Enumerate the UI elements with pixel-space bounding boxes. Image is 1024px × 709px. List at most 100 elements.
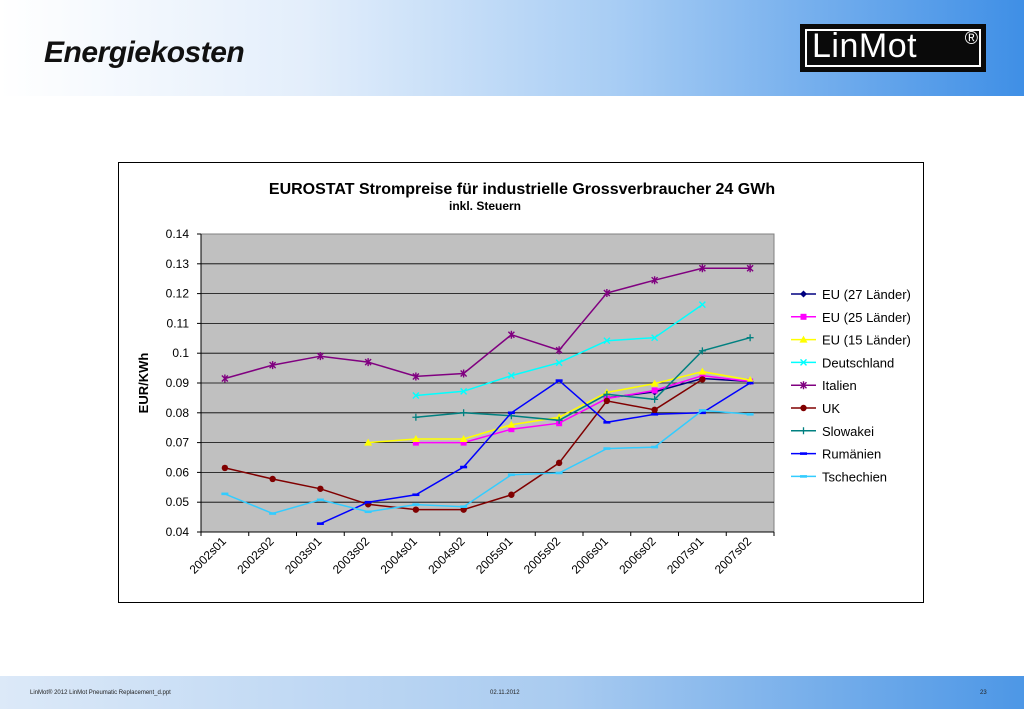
x-tick-label: 2007s01 <box>664 534 707 577</box>
slide-title: Energiekosten <box>44 36 245 69</box>
x-tick-label: 2002s01 <box>187 534 230 577</box>
data-point-uk <box>699 376 706 383</box>
data-point-eu-15-l-nder <box>746 376 755 384</box>
data-point-slowakei <box>460 409 468 417</box>
data-point-italien <box>412 372 420 381</box>
legend-marker <box>800 452 807 455</box>
data-point-slowakei <box>698 347 706 355</box>
data-point-tschechien <box>507 473 515 477</box>
legend-marker <box>799 335 808 343</box>
data-point-slowakei <box>603 390 611 398</box>
data-point-rum-nien <box>316 522 324 525</box>
footer-date: 02.11.2012 <box>490 690 520 696</box>
data-point-italien <box>651 276 659 285</box>
data-point-tschechien <box>698 409 706 412</box>
chart-subtitle: inkl. Steuern <box>449 199 521 213</box>
legend-label: EU (25 Länder) <box>822 310 911 325</box>
x-tick-label: 2005s02 <box>521 534 564 577</box>
x-tick-label: 2005s01 <box>473 534 516 577</box>
data-point-uk <box>460 506 467 513</box>
data-point-tschechien <box>603 447 611 450</box>
line-chart: EUROSTAT Strompreise für industrielle Gr… <box>136 181 911 577</box>
data-point-slowakei <box>746 334 754 342</box>
y-axis-label: EUR/KWh <box>136 353 151 414</box>
footer-page-number: 23 <box>980 690 987 696</box>
legend-label: EU (15 Länder) <box>822 333 911 348</box>
x-tick-label: 2006s01 <box>569 534 612 577</box>
data-point-rum-nien <box>698 411 706 415</box>
slide-header: Energiekosten LinMot ® <box>0 0 1024 96</box>
data-point-eu-15-l-nder <box>411 435 420 443</box>
y-tick-label: 0.08 <box>166 406 190 420</box>
data-point-deutschland <box>412 392 420 400</box>
data-point-tschechien <box>269 512 277 515</box>
data-point-tschechien <box>412 503 420 506</box>
data-point-eu-15-l-nder <box>650 379 659 387</box>
legend-label: Italien <box>822 378 857 393</box>
y-tick-label: 0.13 <box>166 257 190 271</box>
y-tick-label: 0.04 <box>166 525 190 539</box>
data-point-eu-15-l-nder <box>459 435 468 443</box>
legend-label: Rumänien <box>822 447 881 462</box>
series-line-tschechien <box>224 409 751 515</box>
data-point-rum-nien <box>460 465 468 469</box>
footer-file-info: LinMot® 2012 LinMot Pneumatic Replacemen… <box>30 690 171 696</box>
data-point-uk <box>269 475 276 483</box>
data-point-rum-nien <box>507 411 515 415</box>
data-point-italien <box>746 264 754 273</box>
data-point-italien <box>507 330 515 339</box>
data-point-eu-15-l-nder <box>364 438 373 446</box>
y-tick-label: 0.09 <box>166 376 190 390</box>
series-line-eu-25-l-nder <box>415 374 751 444</box>
data-point-eu-25-l-nder <box>651 387 658 394</box>
data-point-slowakei <box>651 395 659 403</box>
legend-marker <box>800 358 807 366</box>
data-point-rum-nien <box>746 381 754 385</box>
legend-label: UK <box>822 401 840 416</box>
series-line-italien <box>224 267 751 380</box>
legend-label: Slowakei <box>822 424 874 439</box>
data-point-tschechien <box>364 510 372 514</box>
data-point-uk <box>412 506 420 513</box>
data-point-italien <box>603 289 611 298</box>
y-tick-label: 0.1 <box>172 346 189 360</box>
data-point-uk <box>221 464 229 472</box>
legend-marker <box>800 475 807 478</box>
data-point-tschechien <box>651 445 659 449</box>
series-line-rum-nien <box>320 379 751 525</box>
data-point-deutschland <box>460 387 468 395</box>
data-point-tschechien <box>746 412 754 416</box>
data-point-tschechien <box>316 498 324 502</box>
legend-marker <box>800 290 807 298</box>
data-point-uk <box>317 485 324 492</box>
data-point-eu-25-l-nder <box>699 372 706 379</box>
legend-label: Deutschland <box>822 355 894 370</box>
data-point-deutschland <box>507 372 515 380</box>
data-point-deutschland <box>698 301 706 309</box>
legend-label: EU (27 Länder) <box>822 287 911 302</box>
y-tick-label: 0.11 <box>167 316 190 330</box>
y-tick-label: 0.05 <box>166 495 190 509</box>
legend-marker <box>800 404 807 412</box>
legend-label: Tschechien <box>822 469 887 484</box>
data-point-eu-25-l-nder <box>412 439 419 446</box>
logo-text: LinMot <box>812 27 918 65</box>
linmot-logo: LinMot ® <box>800 24 986 72</box>
data-point-slowakei <box>412 413 420 421</box>
x-tick-label: 2006s02 <box>616 534 659 577</box>
x-tick-label: 2003s02 <box>330 534 373 577</box>
data-point-uk <box>508 491 515 498</box>
x-tick-label: 2003s01 <box>282 534 325 577</box>
data-point-rum-nien <box>651 412 659 416</box>
x-tick-label: 2002s02 <box>234 534 277 577</box>
data-point-eu-25-l-nder <box>460 439 467 446</box>
data-point-tschechien <box>555 471 563 475</box>
data-point-eu-15-l-nder <box>507 420 516 428</box>
legend-marker <box>800 427 807 435</box>
data-point-uk <box>603 397 611 405</box>
data-point-rum-nien <box>555 379 563 382</box>
data-point-italien <box>269 361 277 370</box>
legend-marker <box>800 381 807 390</box>
data-point-slowakei <box>555 416 563 424</box>
data-point-rum-nien <box>364 500 372 504</box>
